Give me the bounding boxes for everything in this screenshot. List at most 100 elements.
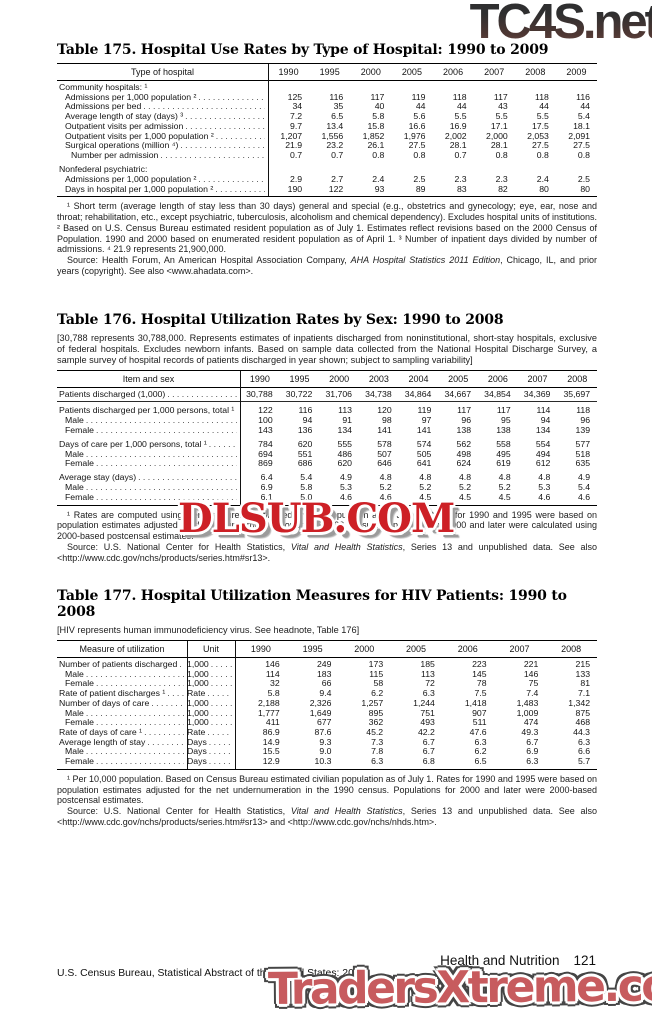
table-row: Average stay (days) 6.4 5.4 4.9 4.8 4.8 4.8 4.8… — [57, 473, 597, 483]
row-label: Number of days of care — [59, 698, 150, 708]
table-cell-value: 2.5 — [577, 173, 590, 184]
dot-leader — [147, 738, 184, 748]
column-header-year: 2000 — [354, 644, 375, 654]
table-cell-value: 34 — [292, 101, 303, 112]
table-cell-value: 2.3 — [454, 173, 467, 184]
table-cell-value: 30,788 — [246, 389, 273, 399]
table-cell-value: 5.5 — [536, 111, 549, 122]
table-cell-value: 26.1 — [367, 140, 385, 151]
watermark-tc4s: TC4S.net — [470, 0, 652, 50]
dot-leader — [167, 390, 237, 400]
row-label: Rate of patient discharges ¹ — [59, 689, 166, 699]
dot-leader — [211, 718, 232, 728]
table-cell-value: 95 — [501, 414, 511, 425]
table-cell-value: 145 — [472, 668, 487, 679]
table-cell-value: 94 — [302, 414, 313, 425]
dot-leader — [96, 679, 184, 689]
table-cell-value: 117 — [493, 91, 508, 102]
table-cell-value: 646 — [377, 458, 392, 469]
table-cell-value: 173 — [368, 659, 384, 669]
table-cell-value: 5.8 — [372, 111, 385, 122]
table-cell-value: 120 — [377, 405, 392, 416]
table-cell-value: 96 — [461, 414, 472, 425]
row-unit: 1,000 — [187, 669, 209, 679]
column-header-year: 2005 — [401, 67, 422, 77]
table-cell-value: 119 — [417, 405, 432, 416]
table-cell-value: 641 — [416, 458, 432, 469]
footnote: ¹ Per 10,000 population. Based on Census… — [57, 774, 597, 806]
table-cell-value: 133 — [575, 668, 591, 679]
table-cell-value: 9.0 — [319, 746, 332, 757]
table-cell-value: 16.9 — [449, 120, 467, 131]
dot-leader — [96, 718, 184, 728]
column-header-year: 2007 — [484, 67, 505, 77]
dot-leader — [236, 406, 237, 416]
table-row: Male 694 551 486 507 505 498 495 494 518 — [57, 449, 597, 460]
row-label-cell: Male — [57, 450, 240, 460]
table-cell-value: 558 — [496, 438, 511, 449]
table-cell-value: 80 — [580, 183, 590, 194]
table-177-headnote: [HIV represents human immunodeficiency v… — [57, 625, 360, 635]
table-cell-value: 98 — [382, 414, 392, 425]
table-cell-value: 4.8 — [379, 472, 392, 483]
row-unit: Days — [187, 737, 207, 747]
column-header-year: 2007 — [509, 644, 530, 654]
table-cell-value: 12.9 — [262, 756, 280, 767]
table-176-footnotes: ¹ Rates are computed using Census Bureau… — [57, 510, 597, 564]
table-cell-value: 5.8 — [267, 688, 280, 699]
column-header-year: 2000 — [360, 67, 381, 77]
table-cell-value: 118 — [576, 405, 591, 416]
row-label: Female — [65, 492, 94, 502]
table-cell-value: 474 — [523, 717, 539, 728]
table-cell-value: 6.3 — [474, 736, 487, 747]
table-row: Patients discharged (1,000) 30,788 30,722 3… — [57, 389, 597, 400]
table-cell-value: 2.5 — [413, 173, 426, 184]
citation-italic: Vital and Health Statistics — [290, 541, 403, 552]
row-unit-cell: Days — [187, 747, 235, 757]
table-cell-value: 42.2 — [417, 726, 435, 737]
table-row: Number of patients discharged 1,000 146 249… — [57, 659, 597, 670]
table-body: Patients discharged (1,000) 30,788 30,722 3… — [57, 388, 597, 505]
row-label-cell: Male — [57, 483, 240, 493]
table-cell-value: 72 — [425, 678, 435, 689]
column-divider — [268, 64, 269, 197]
row-unit-cell: 1,000 — [187, 709, 235, 719]
table-cell-value: 136 — [297, 424, 313, 435]
dot-leader — [86, 483, 237, 493]
table-row: Surgical operations (million ⁴) 21.9 23.2 2… — [57, 141, 597, 151]
table-cell-value: 562 — [456, 438, 472, 449]
table-cell-value: 2,000 — [486, 130, 508, 141]
table-cell-value: 118 — [535, 91, 549, 102]
table-row: Male 6.9 5.8 5.3 5.2 5.2 5.2 5.2 5.3 5.4 — [57, 482, 597, 493]
table-header-row: Item and sex 1990 1995 2000 2003 2004 2005 2006… — [57, 371, 597, 388]
table-cell-value: 511 — [472, 717, 487, 728]
table-cell-value: 93 — [374, 183, 385, 194]
table-cell-value: 146 — [265, 659, 280, 669]
table-cell-value: 2.4 — [372, 173, 385, 184]
column-header-year: 2009 — [566, 67, 587, 77]
dot-leader — [211, 660, 232, 670]
citation-italic: AHA Hospital Statistics 2011 Edition — [350, 255, 501, 266]
table-cell-value: 4.8 — [538, 472, 551, 483]
dot-leader — [209, 738, 232, 748]
citation-italic: Vital and Health Statistics — [290, 806, 403, 817]
table-cell-value: 4.8 — [419, 472, 432, 483]
dot-leader — [211, 670, 232, 680]
row-label: Number of patients discharged — [59, 660, 178, 669]
table-header-row: Type of hospital 1990 1995 2000 2005 2006 2007… — [57, 64, 597, 81]
table-cell-value: 5.8 — [300, 482, 313, 493]
table-row: Average length of stay Days 14.9 9.3 7.3 6.7 6… — [57, 736, 597, 748]
table-cell-value: 5.3 — [339, 482, 353, 493]
table-cell-value: 17.5 — [531, 120, 549, 131]
table-cell-value: 4.5 — [498, 491, 511, 502]
dot-leader — [211, 679, 232, 689]
table-cell-value: 468 — [575, 717, 591, 728]
table-cell-value: 27.5 — [408, 140, 426, 151]
table-cell-value: 6.9 — [526, 746, 539, 757]
column-header-year: 1990 — [249, 374, 270, 384]
table-cell-value: 223 — [472, 659, 487, 669]
table-row: Female Days 12.9 10.3 6.3 6.8 6.5 6.3 5.7 — [57, 756, 597, 767]
table-cell-value: 2,326 — [309, 697, 332, 708]
table-176: Item and sex 1990 1995 2000 2003 2004 2005 2006… — [57, 370, 597, 506]
row-label: Male — [65, 669, 84, 679]
